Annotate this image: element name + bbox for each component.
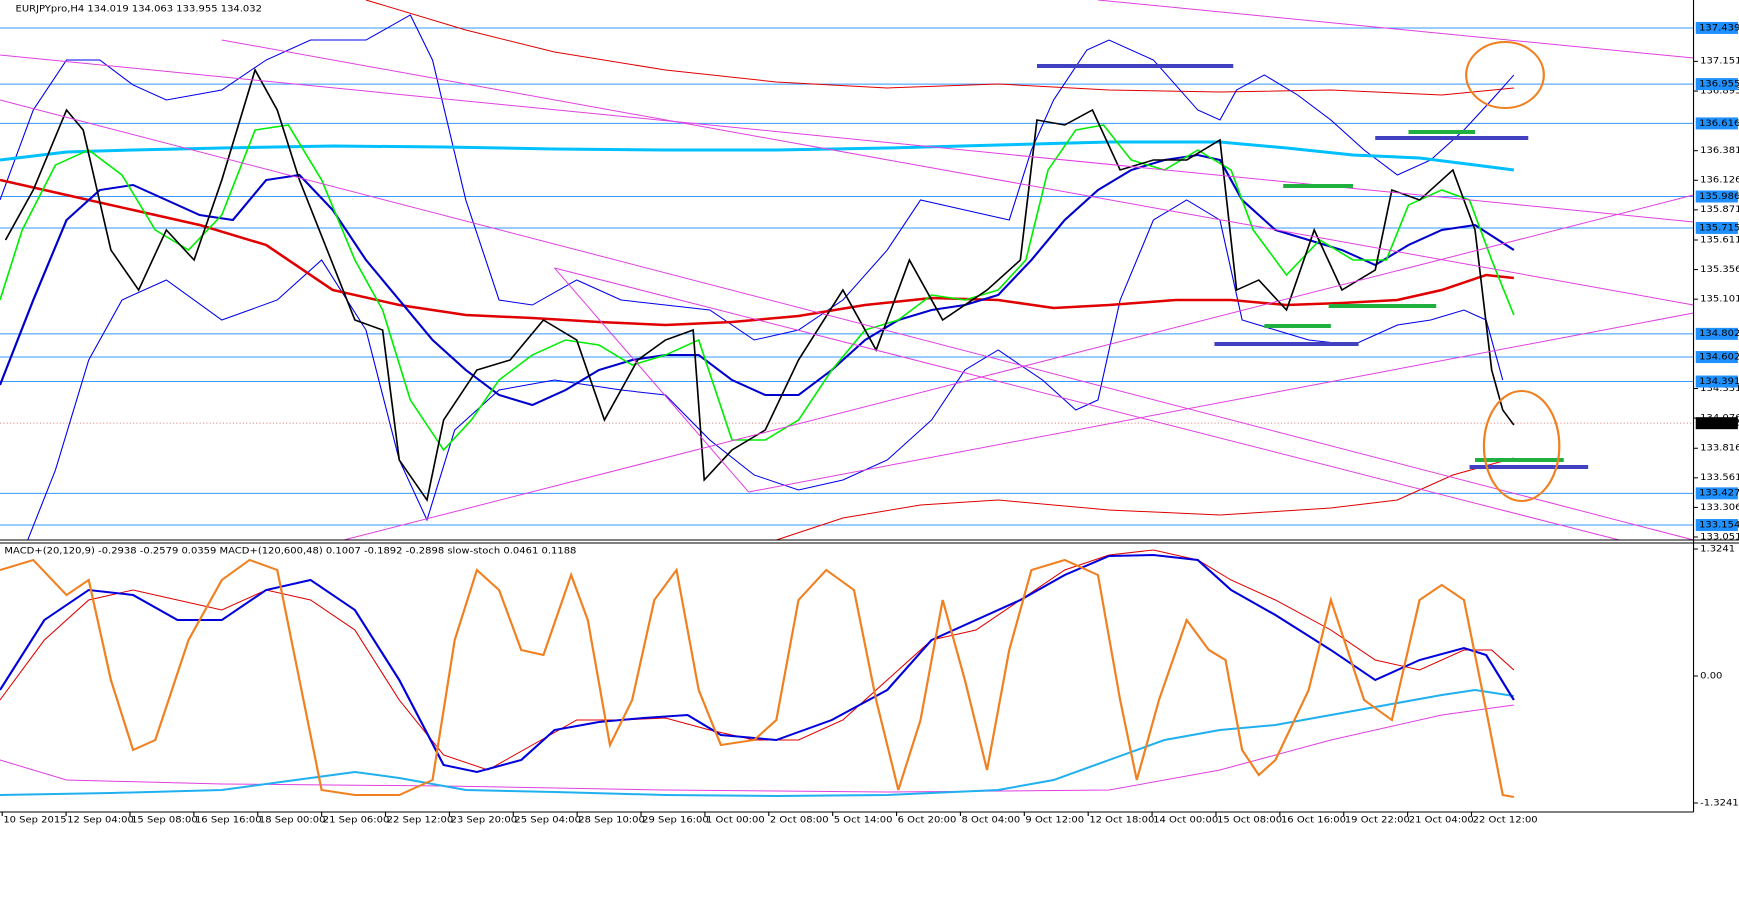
x-tick-label: 16 Sep 16:00: [195, 815, 262, 825]
x-tick-label: 29 Sep 16:00: [642, 815, 709, 825]
x-tick-label: 28 Sep 10:00: [578, 815, 645, 825]
trend-line: [0, 99, 1694, 541]
x-tick-label: 2 Oct 08:00: [770, 815, 829, 825]
trend-line: [0, 54, 1694, 223]
current-price-bg: [1695, 417, 1738, 430]
axes: 137.151 136.895 136.381 136.126 135.871 135.6…: [1, 21, 1739, 825]
y-tick-label: 135.871: [1700, 205, 1739, 215]
level-label-bg: [1695, 519, 1738, 532]
trend-line: [748, 312, 1694, 493]
level-label-bg: [1695, 375, 1738, 388]
level-label: 135.715: [1699, 223, 1739, 233]
symbol-header: EURJPYpro,H4 134.019 134.063 133.955 134…: [16, 4, 262, 14]
y-tick-label: 134.331: [1700, 383, 1739, 393]
level-label: 136.955: [1699, 79, 1739, 89]
indicator-tick-label: -1.3241: [1700, 798, 1739, 808]
level-label-bg: [1695, 117, 1738, 130]
y-tick-label: 133.816: [1700, 443, 1739, 453]
x-tick-label: 12 Oct 18:00: [1089, 815, 1154, 825]
level-label: 133.154: [1699, 520, 1739, 530]
x-tick-label: 22 Sep 12:00: [387, 815, 454, 825]
current-price-label: 134.032: [1699, 418, 1739, 428]
moving-average-long: [0, 140, 1515, 172]
level-label: 137.439: [1699, 23, 1739, 33]
y-tick-label: 136.381: [1700, 145, 1739, 155]
y-tick-label: 135.356: [1700, 264, 1739, 274]
x-tick-label: 8 Oct 04:00: [962, 815, 1021, 825]
level-label-bg: [1695, 487, 1738, 500]
highlight-circle: [1465, 41, 1545, 109]
x-tick-label: 6 Oct 20:00: [898, 815, 957, 825]
level-label-bg: [1695, 78, 1738, 91]
y-tick-label: 133.561: [1700, 473, 1739, 483]
moving-average-fast: [0, 124, 1515, 452]
x-tick-label: 25 Sep 04:00: [514, 815, 581, 825]
x-tick-label: 12 Sep 04:00: [67, 815, 134, 825]
level-label-bg: [1695, 221, 1738, 234]
level-label-bg: [1695, 351, 1738, 364]
level-label: 136.616: [1699, 118, 1739, 128]
trend-line: [1097, 0, 1694, 59]
indicator-macd: [0, 553, 1515, 774]
indicator-tick-label: 1.3241: [1700, 544, 1735, 554]
trend-line: [554, 267, 750, 493]
x-tick-label: 9 Oct 12:00: [1025, 815, 1084, 825]
level-label-bg: [1695, 21, 1738, 34]
price-line: [4, 67, 1515, 503]
x-tick-label: 22 Oct 12:00: [1473, 815, 1538, 825]
level-label: 134.391: [1699, 376, 1739, 386]
moving-average-slow: [0, 178, 1515, 327]
moving-average-mid: [0, 153, 1515, 407]
x-tick-label: 1 Oct 00:00: [706, 815, 765, 825]
trend-line: [343, 194, 1694, 541]
x-tick-label: 19 Oct 22:00: [1345, 815, 1410, 825]
indicator-stochastic: [0, 558, 1515, 798]
y-tick-label: 133.306: [1700, 502, 1739, 512]
indicator-tick-label: 0.00: [1700, 671, 1722, 681]
y-tick-label: 135.611: [1700, 235, 1739, 245]
y-tick-label: 133.051: [1700, 532, 1739, 542]
trend-line: [221, 39, 1694, 306]
x-tick-label: 10 Sep 2015: [3, 815, 66, 825]
level-label: 134.802: [1699, 329, 1739, 339]
envelope-lower: [776, 457, 1515, 541]
envelope-upper: [365, 0, 1514, 96]
x-tick-label: 5 Oct 14:00: [834, 815, 893, 825]
x-tick-label: 18 Sep 00:00: [259, 815, 326, 825]
y-tick-label: 136.126: [1700, 175, 1739, 185]
level-label: 134.602: [1699, 352, 1739, 362]
indicator-trend-line: [0, 704, 1514, 793]
y-tick-label: 135.101: [1700, 294, 1739, 304]
highlight-circle: [1482, 390, 1561, 502]
x-tick-label: 21 Sep 06:00: [323, 815, 390, 825]
y-tick-label: 137.151: [1700, 56, 1739, 66]
level-label: 135.986: [1699, 191, 1739, 201]
indicator-macd-slow: [0, 688, 1515, 798]
x-tick-label: 15 Oct 08:00: [1217, 815, 1282, 825]
x-tick-label: 21 Oct 04:00: [1409, 815, 1474, 825]
x-tick-label: 16 Oct 16:00: [1281, 815, 1346, 825]
level-label: 133.427: [1699, 488, 1739, 498]
level-label-bg: [1695, 327, 1738, 340]
x-tick-label: 23 Sep 20:00: [450, 815, 517, 825]
bollinger-upper: [0, 14, 1515, 341]
x-tick-label: 14 Oct 00:00: [1153, 815, 1218, 825]
x-tick-label: 15 Sep 08:00: [131, 815, 198, 825]
indicator-header: MACD+(20,120,9) -0.2938 -0.2579 0.0359 M…: [4, 546, 576, 556]
level-label-bg: [1695, 190, 1738, 203]
trend-lines: [0, 0, 1694, 541]
support-resistance: [1036, 64, 1589, 469]
y-tick-label: 136.895: [1700, 86, 1739, 96]
trend-line: [554, 267, 1620, 541]
